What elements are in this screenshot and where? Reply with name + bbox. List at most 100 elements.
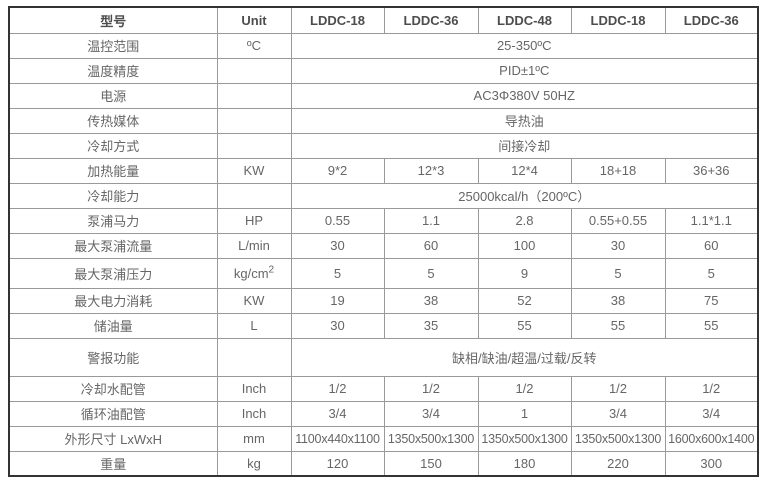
value-cell: 60 [664,232,759,259]
unit-text: ºC [246,38,262,53]
header-row: 型号 Unit LDDC-18 LDDC-36 LDDC-48 LDDC-18 LDDC-3… [8,6,759,34]
row-label: 最大泵浦流量 [8,232,218,259]
row-label: 警报功能 [8,337,218,377]
unit-cell: KW [216,157,292,184]
table-row: 最大泵浦流量 L/min 30 60 100 30 60 [8,232,759,259]
row-label: 加热能量 [8,157,218,184]
value-cell: 3/4 [664,400,759,427]
span-value-cell: 导热油 [290,107,759,134]
row-label: 冷却能力 [8,182,218,209]
value-cell: 12*4 [477,157,572,184]
value-cell: 220 [570,450,666,477]
unit-cell [216,82,292,109]
unit-text: kg [247,455,261,471]
unit-cell: Inch [216,375,292,402]
span-value-cell: 25000kcal/h（200ºC） [290,182,759,209]
unit-text: KW [243,163,265,178]
value-cell: 1350x500x1300 [383,425,479,452]
unit-text: HP [244,213,264,228]
row-label: 最大电力消耗 [8,287,218,314]
table-row: 警报功能 缺相/缺油/超温/过载/反转 [8,337,759,377]
unit-text: KW [243,293,265,308]
row-label: 传热媒体 [8,107,218,134]
value-cell: 0.55 [290,207,385,234]
table-row: 传热媒体 导热油 [8,107,759,134]
value-cell: 1.1 [383,207,479,234]
unit-cell: kg [216,450,292,477]
column-header: LDDC-18 [290,6,385,34]
value-cell: 120 [290,450,385,477]
value-cell: 55 [477,312,572,339]
value-cell: 5 [383,257,479,289]
value-cell: 1600x600x1400 [664,425,759,452]
value-cell: 5 [290,257,385,289]
span-value-cell: 缺相/缺油/超温/过载/反转 [290,337,759,377]
unit-cell: kg/cm2 [216,257,292,289]
value-cell: 300 [664,450,759,477]
unit-cell: Inch [216,400,292,427]
value-cell: 12*3 [383,157,479,184]
value-cell: 1/2 [570,375,666,402]
value-cell: 0.55+0.55 [570,207,666,234]
span-value-cell: PID±1ºC [290,57,759,84]
value-cell: 9 [477,257,572,289]
value-cell: 1.1*1.1 [664,207,759,234]
value-cell: 180 [477,450,572,477]
table-row: 最大电力消耗 KW 19 38 52 38 75 [8,287,759,314]
spec-table-header: 型号 Unit LDDC-18 LDDC-36 LDDC-48 LDDC-18 LDDC-3… [8,6,759,34]
unit-cell [216,337,292,377]
column-header: 型号 [8,6,218,34]
value-cell: 2.8 [477,207,572,234]
value-cell: 52 [477,287,572,314]
row-label: 温控范围 [8,32,218,59]
unit-cell: mm [216,425,292,452]
value-cell: 3/4 [570,400,666,427]
row-label: 重量 [8,450,218,477]
value-cell: 18+18 [570,157,666,184]
table-row: 最大泵浦压力 kg/cm2 5 5 9 5 5 [8,257,759,289]
table-row: 电源 AC3Φ380V 50HZ [8,82,759,109]
spec-table-body: 温控范围 ºC 25-350ºC 温度精度 PID±1ºC 电源 AC3Φ380V 50HZ… [8,32,759,477]
value-cell: 3/4 [290,400,385,427]
unit-cell: L [216,312,292,339]
unit-text: kg/cm [233,265,269,281]
value-cell: 1/2 [477,375,572,402]
unit-text: Inch [241,406,267,421]
value-cell: 55 [664,312,759,339]
value-cell: 1/2 [664,375,759,402]
value-cell: 38 [383,287,479,314]
value-cell: 1/2 [290,375,385,402]
unit-text: L/min [238,238,270,253]
span-value-cell: 间接冷却 [290,132,759,159]
value-cell: 19 [290,287,385,314]
value-cell: 38 [570,287,666,314]
value-cell: 150 [383,450,479,477]
value-cell: 1350x500x1300 [570,425,666,452]
unit-text: mm [243,431,265,446]
spec-table: 型号 Unit LDDC-18 LDDC-36 LDDC-48 LDDC-18 LDDC-3… [8,6,759,477]
value-cell: 35 [383,312,479,339]
unit-cell [216,57,292,84]
table-row: 冷却方式 间接冷却 [8,132,759,159]
column-header: LDDC-48 [477,6,572,34]
table-row: 冷却能力 25000kcal/h（200ºC） [8,182,759,209]
row-label: 最大泵浦压力 [8,257,218,289]
column-header: Unit [216,6,292,34]
unit-text: Inch [241,381,267,396]
value-cell: 55 [570,312,666,339]
table-row: 重量 kg 120 150 180 220 300 [8,450,759,477]
row-label: 冷却水配管 [8,375,218,402]
table-row: 外形尺寸 LxWxH mm 1100x440x1100 1350x500x1300 13… [8,425,759,452]
row-label: 储油量 [8,312,218,339]
value-cell: 5 [570,257,666,289]
table-row: 储油量 L 30 35 55 55 55 [8,312,759,339]
row-label: 温度精度 [8,57,218,84]
value-cell: 36+36 [664,157,759,184]
value-cell: 5 [664,257,759,289]
unit-cell: KW [216,287,292,314]
value-cell: 1 [477,400,572,427]
table-row: 温控范围 ºC 25-350ºC [8,32,759,59]
unit-cell [216,107,292,134]
unit-cell [216,182,292,209]
